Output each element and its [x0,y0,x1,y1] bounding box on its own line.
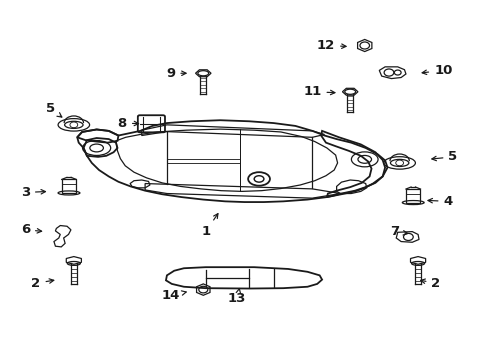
Text: 11: 11 [303,85,334,98]
Text: 14: 14 [162,289,186,302]
Text: 3: 3 [20,186,45,199]
Text: 1: 1 [201,213,218,238]
Text: 13: 13 [227,288,246,305]
Text: 9: 9 [166,67,186,80]
Bar [61,179,76,193]
Text: 8: 8 [118,117,138,130]
Text: 5: 5 [431,150,457,163]
Text: 7: 7 [389,225,407,238]
Text: 2: 2 [31,277,54,290]
Text: 4: 4 [427,195,452,208]
Text: 12: 12 [316,39,346,52]
Bar [405,189,420,203]
Text: 6: 6 [20,223,41,236]
Text: 5: 5 [46,102,61,117]
Text: 10: 10 [421,64,451,77]
Text: 2: 2 [420,277,440,290]
